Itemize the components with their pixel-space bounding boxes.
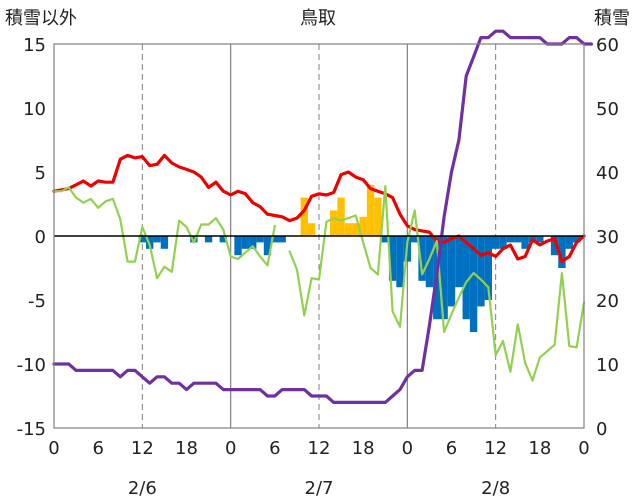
- date-label: 2/6: [128, 478, 157, 499]
- x-tick-label: 18: [528, 438, 551, 459]
- x-tick-label: 0: [225, 438, 236, 459]
- bar-blue-bars: [499, 236, 507, 249]
- bar-yellow-bars: [359, 216, 367, 236]
- bar-blue-bars: [506, 236, 515, 243]
- bar-blue-bars: [388, 236, 397, 281]
- bar-blue-bars: [558, 236, 566, 268]
- bar-blue-bars: [447, 236, 456, 307]
- bar-yellow-bars: [330, 210, 338, 236]
- right-y-tick-label: 0: [596, 419, 607, 440]
- bar-blue-bars: [271, 236, 279, 243]
- x-tick-label: 6: [446, 438, 457, 459]
- bar-yellow-bars: [352, 223, 360, 236]
- bar-blue-bars: [278, 236, 286, 243]
- left-y-tick-label: -10: [17, 355, 46, 376]
- x-tick-label: 6: [92, 438, 103, 459]
- line-purple-line: [52, 29, 594, 404]
- bar-blue-bars: [241, 236, 250, 249]
- x-tick-label: 12: [484, 438, 507, 459]
- right-y-tick-label: 10: [596, 355, 619, 376]
- left-y-tick-label: 0: [35, 227, 46, 248]
- left-y-tick-label: -15: [17, 419, 46, 440]
- bar-blue-bars: [249, 236, 257, 249]
- bar-blue-bars: [418, 236, 426, 281]
- bar-yellow-bars: [366, 184, 375, 236]
- date-label: 2/8: [481, 478, 510, 499]
- chart-title: 鳥取: [300, 8, 336, 29]
- bar-blue-bars: [484, 236, 492, 300]
- right-axis-label: 積雪: [594, 8, 630, 29]
- bar-blue-bars: [396, 236, 404, 288]
- x-tick-label: 12: [131, 438, 154, 459]
- bar-blue-bars: [455, 236, 463, 288]
- line-red-line: [52, 153, 586, 264]
- bar-yellow-bars: [344, 223, 353, 236]
- left-y-tick-label: -5: [28, 291, 46, 312]
- bar-blue-bars: [521, 236, 529, 249]
- bar-yellow-bars: [374, 197, 382, 236]
- left-y-tick-label: 10: [23, 99, 46, 120]
- line-green-line: [52, 186, 276, 280]
- bar-blue-bars: [425, 236, 434, 288]
- bar-blue-bars: [491, 236, 500, 249]
- bar-blue-bars: [138, 236, 147, 243]
- bar-yellow-bars: [300, 197, 308, 236]
- right-y-tick-label: 40: [596, 163, 619, 184]
- bar-blue-bars: [381, 236, 389, 243]
- bar-blue-bars: [256, 236, 264, 243]
- x-tick-label: 18: [175, 438, 198, 459]
- bar-blue-bars: [477, 236, 485, 307]
- x-tick-label: 0: [402, 438, 413, 459]
- bar-blue-bars: [263, 236, 272, 256]
- right-y-tick-label: 30: [596, 227, 619, 248]
- bar-blue-bars: [550, 236, 559, 256]
- bar-blue-bars: [572, 236, 581, 243]
- right-y-tick-label: 20: [596, 291, 619, 312]
- bar-blue-bars: [190, 236, 198, 243]
- left-y-tick-label: 5: [35, 163, 46, 184]
- right-y-tick-label: 60: [596, 35, 619, 56]
- plot-frame: [53, 43, 585, 429]
- right-y-tick-label: 50: [596, 99, 619, 120]
- bar-series: [138, 184, 581, 332]
- bar-blue-bars: [411, 236, 419, 243]
- x-tick-label: 12: [308, 438, 331, 459]
- bar-yellow-bars: [307, 223, 316, 236]
- bar-blue-bars: [160, 236, 169, 249]
- x-tick-label: 18: [352, 438, 375, 459]
- left-y-tick-label: 15: [23, 35, 46, 56]
- bar-blue-bars: [153, 236, 161, 243]
- line-green-line: [288, 185, 586, 382]
- line-series: [52, 29, 594, 404]
- date-label: 2/7: [305, 478, 334, 499]
- x-tick-label: 0: [48, 438, 59, 459]
- bar-blue-bars: [204, 236, 213, 243]
- bar-blue-bars: [440, 236, 448, 320]
- bar-blue-bars: [462, 236, 470, 320]
- bar-blue-bars: [469, 236, 478, 332]
- bar-blue-bars: [234, 236, 242, 256]
- bar-blue-bars: [565, 236, 573, 249]
- left-axis-label: 積雪以外: [5, 8, 77, 29]
- bar-blue-bars: [219, 236, 227, 243]
- x-tick-label: 6: [269, 438, 280, 459]
- x-tick-label: 0: [578, 438, 589, 459]
- bar-blue-bars: [536, 236, 544, 243]
- bar-yellow-bars: [337, 197, 345, 236]
- bar-blue-bars: [514, 236, 522, 243]
